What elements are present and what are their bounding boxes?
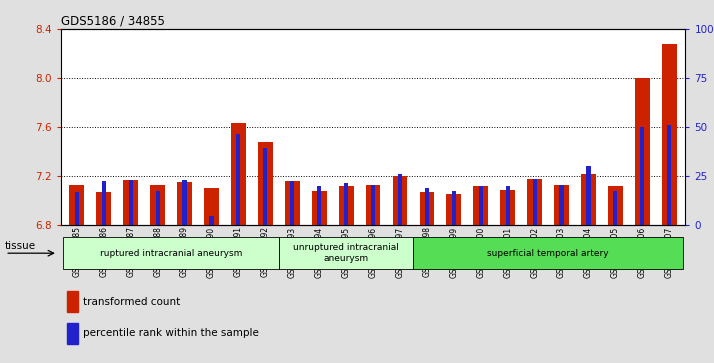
Bar	[452, 191, 456, 225]
Bar	[554, 185, 569, 225]
Bar	[204, 188, 219, 225]
Bar	[366, 185, 381, 225]
Text: transformed count: transformed count	[83, 297, 180, 307]
Bar	[338, 186, 353, 225]
Bar	[101, 181, 106, 225]
FancyBboxPatch shape	[413, 237, 683, 269]
FancyBboxPatch shape	[278, 237, 413, 269]
Bar	[317, 186, 321, 225]
Bar	[290, 181, 294, 225]
Bar	[662, 44, 677, 225]
Bar	[640, 127, 645, 225]
Bar	[393, 176, 408, 225]
Bar	[608, 186, 623, 225]
Bar	[67, 323, 79, 344]
Bar	[506, 186, 510, 225]
Bar	[183, 180, 186, 225]
Bar	[425, 188, 429, 225]
Bar	[156, 191, 160, 225]
Bar	[150, 185, 165, 225]
Bar	[586, 166, 590, 225]
FancyBboxPatch shape	[64, 237, 278, 269]
Bar	[581, 174, 596, 225]
Bar	[263, 148, 268, 225]
Bar	[209, 216, 213, 225]
Bar	[236, 134, 241, 225]
Bar	[478, 186, 483, 225]
Bar	[344, 183, 348, 225]
Bar	[667, 125, 671, 225]
Bar	[501, 189, 515, 225]
Bar	[398, 174, 402, 225]
Bar	[420, 192, 434, 225]
Text: tissue: tissue	[5, 241, 36, 250]
Bar	[96, 192, 111, 225]
Bar	[231, 123, 246, 225]
Bar	[258, 142, 273, 225]
Bar	[285, 181, 300, 225]
Bar	[560, 185, 563, 225]
Bar	[67, 291, 79, 312]
Bar	[527, 179, 542, 225]
Text: percentile rank within the sample: percentile rank within the sample	[83, 329, 258, 338]
Bar	[129, 180, 133, 225]
Bar	[613, 191, 618, 225]
Bar	[371, 185, 375, 225]
Bar	[75, 192, 79, 225]
Text: superficial temporal artery: superficial temporal artery	[487, 249, 609, 258]
Bar	[635, 78, 650, 225]
Bar	[473, 186, 488, 225]
Bar	[533, 179, 537, 225]
Bar	[124, 180, 138, 225]
Text: ruptured intracranial aneurysm: ruptured intracranial aneurysm	[100, 249, 242, 258]
Bar	[177, 182, 192, 225]
Bar	[312, 191, 326, 225]
Bar	[446, 195, 461, 225]
Text: unruptured intracranial
aneurysm: unruptured intracranial aneurysm	[293, 243, 399, 263]
Bar	[69, 185, 84, 225]
Text: GDS5186 / 34855: GDS5186 / 34855	[61, 15, 164, 28]
